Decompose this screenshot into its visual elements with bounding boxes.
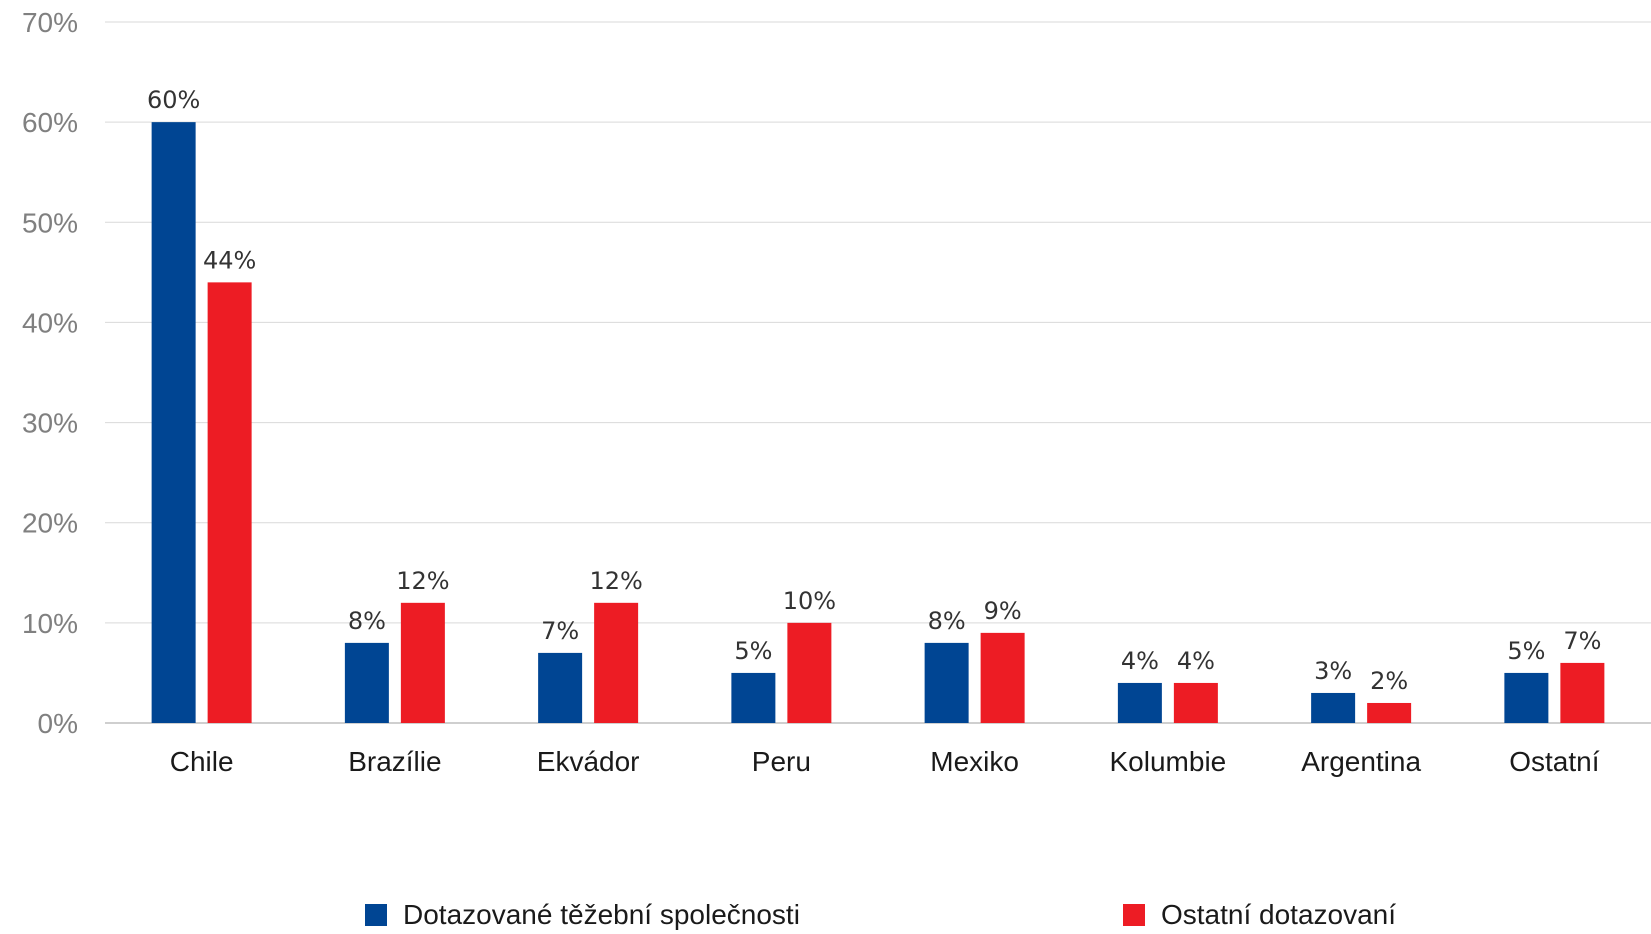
bars xyxy=(151,122,1605,723)
data-label: 12% xyxy=(589,567,642,595)
data-label: 4% xyxy=(1121,647,1159,675)
bar xyxy=(344,642,389,723)
data-label: 2% xyxy=(1370,667,1408,695)
data-label: 5% xyxy=(734,637,772,665)
data-labels: 60% 44% 8% 12% 7% 12% 5% 10% 8% 9% 4% 4% 3% 2% 5% 7% xyxy=(147,86,1601,695)
bar xyxy=(538,652,583,723)
data-label: 10% xyxy=(783,587,836,615)
bar xyxy=(1367,702,1412,723)
gridlines xyxy=(105,21,1651,724)
y-tick-label: 50% xyxy=(22,207,78,238)
legend-swatch-mining xyxy=(365,904,387,926)
data-label: 9% xyxy=(984,597,1022,625)
bar xyxy=(1311,692,1356,723)
y-tick-label: 30% xyxy=(22,408,78,439)
bar xyxy=(400,602,445,723)
x-tick-label: Peru xyxy=(752,746,811,777)
data-label: 5% xyxy=(1507,637,1545,665)
x-tick-label: Argentina xyxy=(1301,746,1421,777)
data-label: 8% xyxy=(928,607,966,635)
data-label: 7% xyxy=(541,617,579,645)
data-label: 3% xyxy=(1314,657,1352,685)
x-tick-label: Ekvádor xyxy=(537,746,640,777)
bar xyxy=(1117,682,1162,723)
x-tick-label: Ostatní xyxy=(1509,746,1599,777)
bar xyxy=(594,602,639,723)
y-tick-label: 40% xyxy=(22,307,78,338)
y-tick-label: 60% xyxy=(22,107,78,138)
bar xyxy=(731,672,776,723)
data-label: 8% xyxy=(348,607,386,635)
x-tick-label: Chile xyxy=(170,746,234,777)
data-label: 44% xyxy=(203,246,256,274)
bar xyxy=(787,622,832,723)
legend-item-mining: Dotazované těžební společnosti xyxy=(365,898,800,932)
bar xyxy=(151,122,196,723)
x-tick-label: Kolumbie xyxy=(1110,746,1227,777)
bar xyxy=(980,632,1025,723)
legend-label-other: Ostatní dotazovaní xyxy=(1161,899,1397,930)
legend-item-other: Ostatní dotazovaní xyxy=(1123,898,1396,932)
bar xyxy=(207,282,252,723)
data-label: 12% xyxy=(396,567,449,595)
y-tick-label: 10% xyxy=(22,608,78,639)
bar xyxy=(1504,672,1549,723)
bar xyxy=(1173,682,1218,723)
y-axis: 0% 10% 20% 30% 40% 50% 60% 70% xyxy=(22,7,78,739)
y-tick-label: 20% xyxy=(22,508,78,539)
y-tick-label: 70% xyxy=(22,7,78,38)
bar xyxy=(1560,662,1605,723)
data-label: 60% xyxy=(147,86,200,114)
x-tick-label: Brazílie xyxy=(348,746,441,777)
legend-label-mining: Dotazované těžební společnosti xyxy=(403,899,800,930)
bar xyxy=(924,642,969,723)
data-label: 7% xyxy=(1563,627,1601,655)
data-label: 4% xyxy=(1177,647,1215,675)
x-tick-label: Mexiko xyxy=(930,746,1019,777)
y-tick-label: 0% xyxy=(38,708,78,739)
legend-swatch-other xyxy=(1123,904,1145,926)
x-axis: Chile Brazílie Ekvádor Peru Mexiko Kolumbie Ar… xyxy=(170,746,1600,777)
bar-chart: 0% 10% 20% 30% 40% 50% 60% 70% 60% 44% 8% 12% 7% 12%… xyxy=(22,7,1651,777)
